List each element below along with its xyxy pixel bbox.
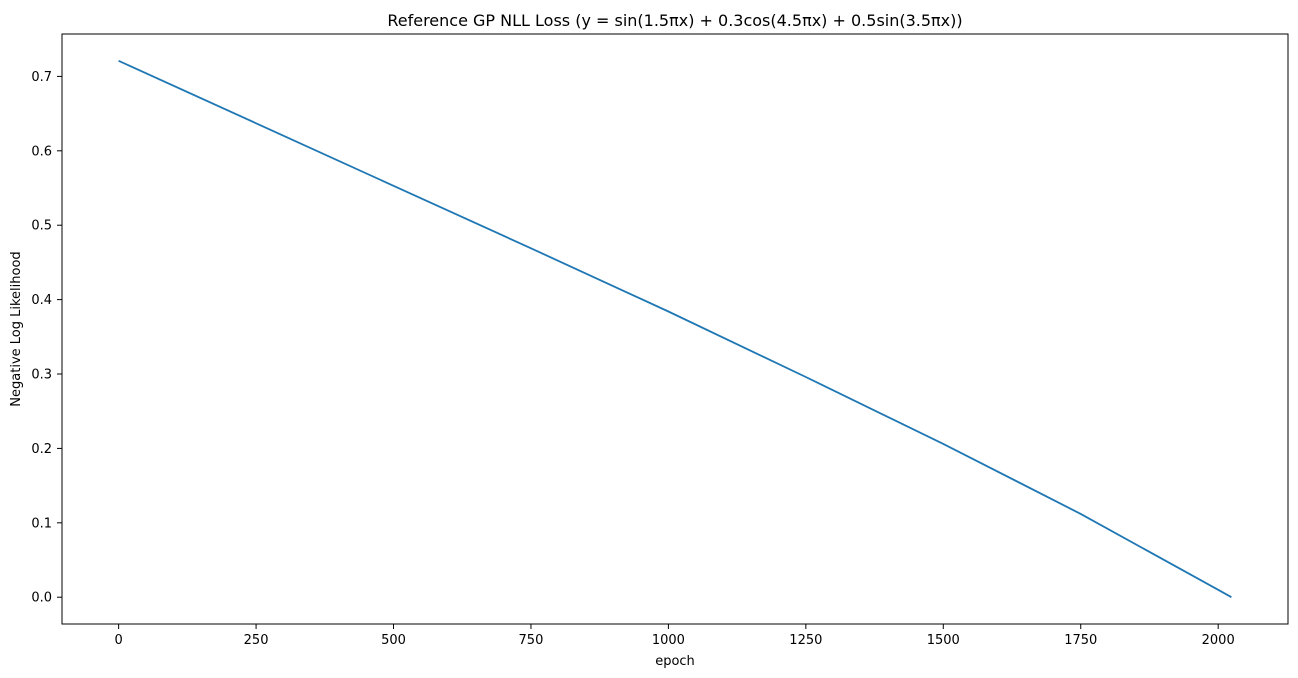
x-tick-label: 1750 — [1064, 633, 1097, 648]
y-axis-ticks: 0.0 0.1 0.2 0.3 0.4 0.5 0.6 0.7 — [31, 70, 62, 606]
x-tick-label: 1500 — [927, 633, 960, 648]
y-tick-label: 0.6 — [31, 144, 52, 159]
y-tick-label: 0.0 — [31, 591, 52, 606]
series-line — [118, 59, 1232, 598]
y-tick-label: 0.7 — [31, 70, 52, 85]
plot-frame — [61, 33, 1289, 625]
x-tick-label: 250 — [244, 633, 269, 648]
x-tick-label: 2000 — [1202, 633, 1235, 648]
y-tick-label: 0.3 — [31, 368, 52, 383]
plot-area — [61, 33, 1289, 625]
x-axis-label: epoch — [655, 654, 695, 669]
x-axis-ticks: 0 250 500 750 1000 1250 1500 1750 2000 — [114, 624, 1235, 648]
x-tick-label: 1000 — [652, 633, 685, 648]
y-tick-label: 0.1 — [31, 516, 52, 531]
series-layer — [118, 59, 1232, 598]
x-tick-label: 500 — [381, 633, 406, 648]
y-axis-label: Negative Log Likelihood — [9, 251, 24, 406]
chart-title: Reference GP NLL Loss (y = sin(1.5πx) + … — [387, 11, 962, 30]
x-tick-label: 1250 — [789, 633, 822, 648]
x-tick-label: 0 — [114, 633, 122, 648]
y-tick-label: 0.2 — [31, 442, 52, 457]
y-tick-label: 0.4 — [31, 293, 52, 308]
x-tick-label: 750 — [519, 633, 544, 648]
y-tick-label: 0.5 — [31, 219, 52, 234]
